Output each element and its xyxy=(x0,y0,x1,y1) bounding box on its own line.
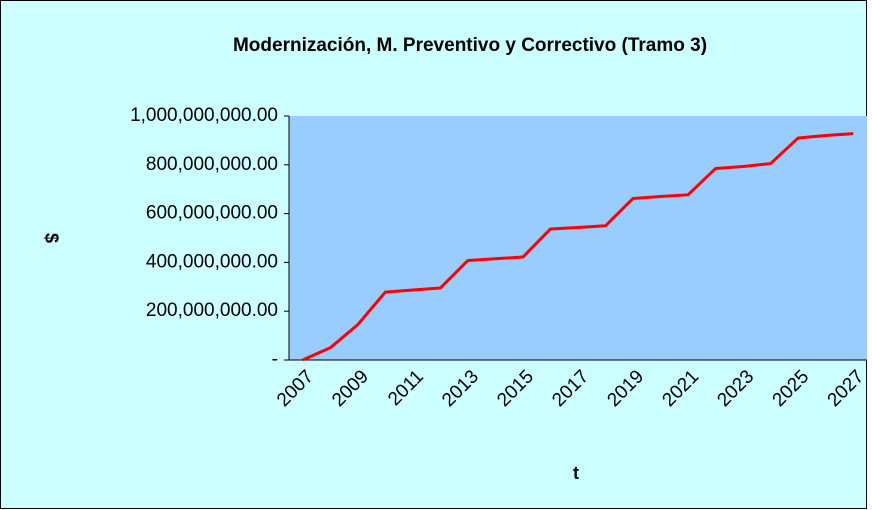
y-tick-label: 600,000,000.00 xyxy=(146,203,278,224)
y-tick-label: - xyxy=(272,349,278,370)
y-tick-label: 800,000,000.00 xyxy=(146,154,278,175)
x-axis-title: t xyxy=(573,463,579,483)
y-tick-label: 400,000,000.00 xyxy=(146,251,278,272)
plot-area xyxy=(289,116,867,360)
chart-title: Modernización, M. Preventivo y Correctiv… xyxy=(233,35,707,56)
y-tick-label: 1,000,000,000.00 xyxy=(130,105,278,126)
line-series xyxy=(302,132,854,362)
y-axis-title: $ xyxy=(41,233,61,243)
y-tick-label: 200,000,000.00 xyxy=(146,300,278,321)
